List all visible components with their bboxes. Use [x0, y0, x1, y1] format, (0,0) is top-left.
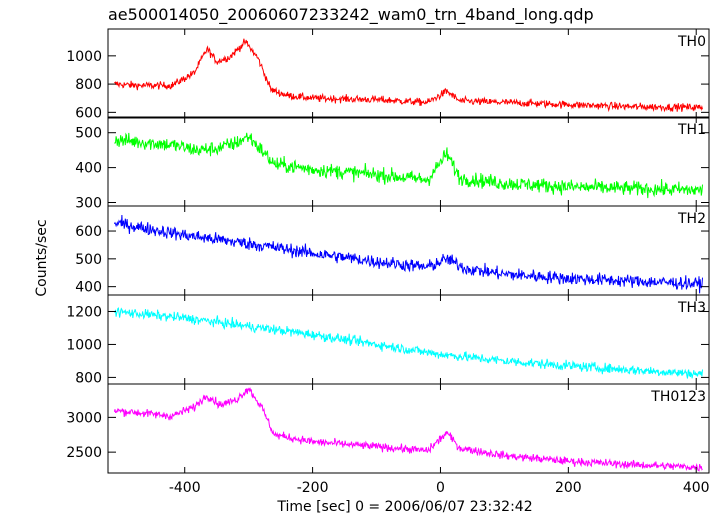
panel-th0: 600 800 1000 TH0: [66, 28, 710, 121]
panel-frame: [107, 383, 710, 474]
panel-th3: 800 1000 1200 TH3: [66, 294, 710, 386]
panel-label-th0123: TH0123: [650, 389, 706, 405]
panel-th0123: 2500 3000 TH0123: [66, 383, 710, 474]
panel-label-th0: TH0: [677, 34, 706, 50]
y-axis-label: Counts/sec: [34, 219, 50, 296]
x-tick-label: 200: [555, 480, 582, 496]
y-tick-label: 800: [75, 370, 102, 386]
y-tick-label: 600: [75, 224, 102, 240]
panel-label-th1: TH1: [677, 122, 706, 138]
x-tick-label: -200: [297, 480, 329, 496]
panel-frame: [107, 28, 710, 119]
y-tick-label: 400: [75, 280, 102, 296]
x-tick-label: -400: [169, 480, 201, 496]
chart-title: ae500014050_20060607233242_wam0_trn_4ban…: [108, 5, 594, 25]
series-line-th1: [114, 132, 703, 199]
panels-group: 600 800 1000 TH0 300 400 500 TH1 400 500 600 TH2 800…: [66, 28, 710, 496]
y-tick-label: 3000: [66, 410, 102, 426]
series-line-th0: [114, 38, 703, 113]
y-tick-label: 300: [75, 196, 102, 212]
series-line-th0123: [113, 387, 703, 472]
y-tick-label: 500: [75, 252, 102, 268]
panel-label-th2: TH2: [677, 211, 706, 227]
y-tick-label: 1200: [66, 304, 102, 320]
x-tick-label: 0: [436, 480, 445, 496]
y-tick-label: 800: [75, 77, 102, 93]
panel-th2: 400 500 600 TH2: [75, 205, 710, 296]
y-tick-label: 1000: [66, 337, 102, 353]
y-tick-label: 2500: [66, 445, 102, 461]
panel-th1: 300 400 500 TH1: [75, 116, 710, 212]
series-line-th2: [113, 214, 703, 294]
y-tick-label: 600: [75, 105, 102, 121]
y-tick-label: 1000: [66, 49, 102, 65]
x-tick-label: 400: [683, 480, 710, 496]
panel-frame: [107, 116, 710, 207]
y-tick-label: 400: [75, 161, 102, 177]
y-tick-label: 500: [75, 126, 102, 142]
series-line-th3: [114, 307, 703, 379]
x-axis-label: Time [sec] 0 = 2006/06/07 23:32:42: [276, 499, 532, 515]
panel-label-th3: TH3: [677, 300, 706, 316]
